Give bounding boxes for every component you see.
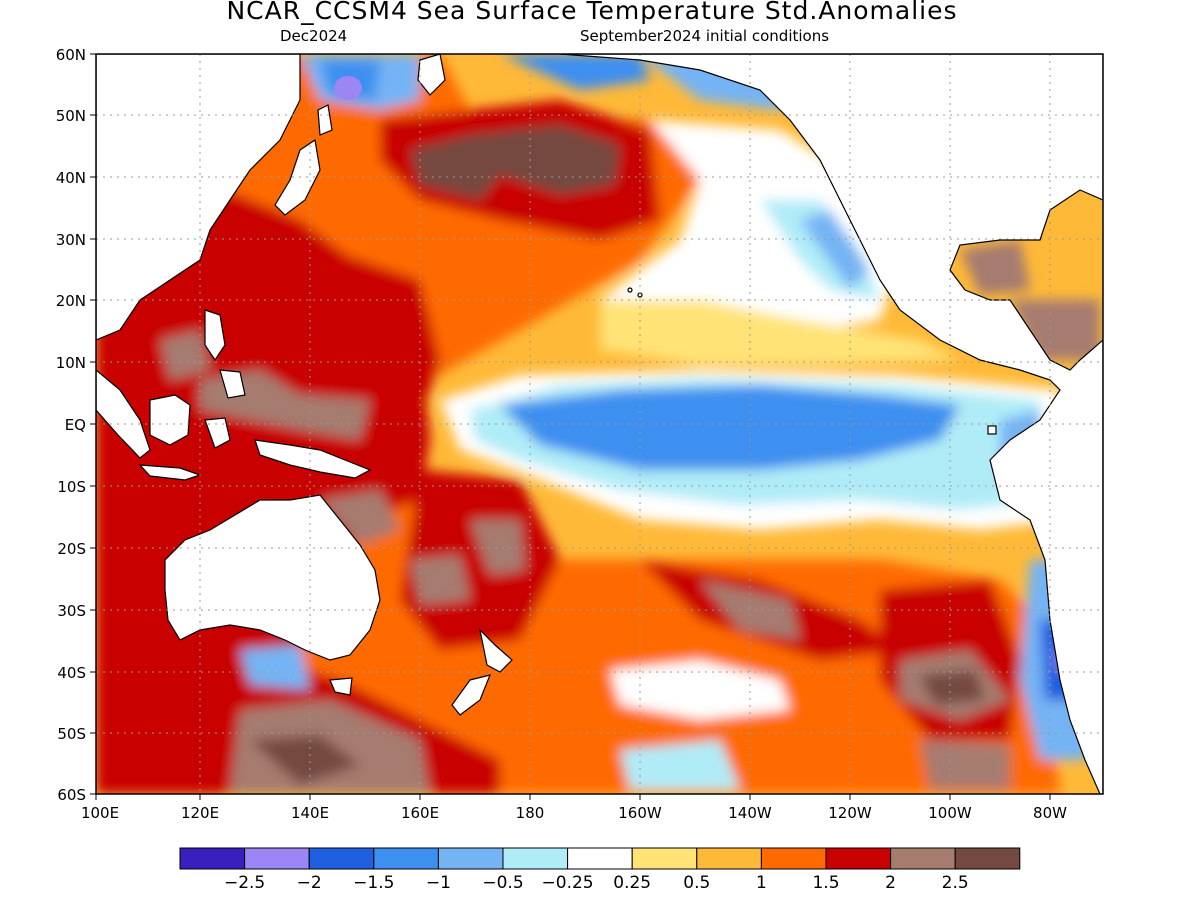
lon-label: 180 xyxy=(516,804,545,822)
colorbar-swatch xyxy=(825,847,892,870)
lon-label: 160E xyxy=(401,804,439,822)
lat-label: 40S xyxy=(57,664,86,682)
colorbar-label: −2 xyxy=(297,873,322,893)
lon-label: 100E xyxy=(81,804,119,822)
graticule xyxy=(96,54,1103,794)
longitude-labels: 100E 120E 140E 160E 180 160W 140W 120W 1… xyxy=(81,804,1067,822)
lon-label: 160W xyxy=(618,804,662,822)
colorbar-label: 1 xyxy=(756,873,767,893)
lat-label: 30S xyxy=(57,602,86,620)
lon-label: 120E xyxy=(181,804,219,822)
colorbar-swatch xyxy=(631,847,698,870)
colorbar-label: 1.5 xyxy=(812,873,839,893)
colorbar-label: 2.5 xyxy=(942,873,969,893)
colorbar-label: 0.5 xyxy=(683,873,710,893)
lat-label: 30N xyxy=(56,231,86,249)
lat-label: 20N xyxy=(56,292,86,310)
forecast-month: Dec2024 xyxy=(280,27,348,45)
lon-label: 120W xyxy=(828,804,872,822)
latitude-labels: 60N 50N 40N 30N 20N 10N EQ 10S 20S 30S 4… xyxy=(56,46,86,804)
lon-label: 140W xyxy=(728,804,772,822)
colorbar-swatch xyxy=(373,847,439,870)
lat-label: 10S xyxy=(57,478,86,496)
colorbar-label: 2 xyxy=(885,873,896,893)
initial-conditions: September2024 initial conditions xyxy=(580,27,830,45)
colorbar-label: 0.25 xyxy=(613,873,651,893)
lat-label: 60N xyxy=(56,46,86,64)
lat-label: EQ xyxy=(65,416,86,434)
colorbar-swatch xyxy=(954,847,1021,870)
colorbar-label: −0.25 xyxy=(542,873,594,893)
colorbar-label: −1.5 xyxy=(353,873,394,893)
lat-label: 10N xyxy=(56,354,86,372)
colorbar-swatch xyxy=(567,847,633,870)
colorbar-swatch xyxy=(179,847,246,870)
colorbar-swatch xyxy=(760,847,827,870)
colorbar-swatch xyxy=(890,847,956,870)
lat-label: 60S xyxy=(57,786,86,804)
colorbar: −2.5 −2 −1.5 −1 −0.5 −0.25 0.25 0.5 1 1.5 2 2.5 xyxy=(179,847,1021,893)
colorbar-label: −2.5 xyxy=(224,873,265,893)
colorbar-label: −1 xyxy=(426,873,451,893)
lon-label: 100W xyxy=(928,804,972,822)
map-title: NCAR_CCSM4 Sea Surface Temperature Std.A… xyxy=(226,0,958,25)
lat-label: 50S xyxy=(57,725,86,743)
landmasses xyxy=(96,54,1103,794)
colorbar-label: −0.5 xyxy=(482,873,523,893)
tick-marks xyxy=(90,53,1051,800)
colorbar-swatch xyxy=(502,847,569,870)
lon-label: 140E xyxy=(291,804,329,822)
colorbar-swatch xyxy=(696,847,762,870)
colorbar-swatch xyxy=(244,847,310,870)
colorbar-swatch xyxy=(437,847,504,870)
lat-label: 20S xyxy=(57,540,86,558)
colorbar-swatch xyxy=(308,847,375,870)
lat-label: 50N xyxy=(56,107,86,125)
lat-label: 40N xyxy=(56,169,86,187)
lon-label: 80W xyxy=(1033,804,1067,822)
